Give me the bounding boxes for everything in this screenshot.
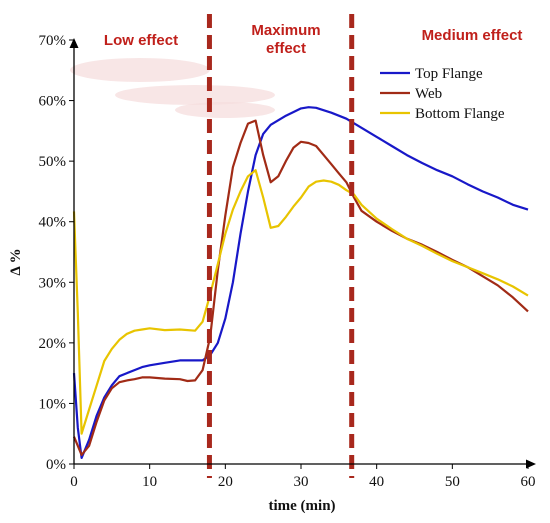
x-tick-label-0: 0 bbox=[70, 474, 78, 490]
series-layer bbox=[72, 106, 529, 459]
y-tick-label-7: 70% bbox=[39, 33, 67, 49]
series-line-2 bbox=[72, 169, 529, 435]
x-tick-label-4: 40 bbox=[369, 474, 384, 490]
y-tick-label-2: 20% bbox=[39, 336, 67, 352]
x-axis-title: time (min) bbox=[268, 498, 335, 514]
label-glow-layer bbox=[70, 58, 275, 118]
y-tick-label-3: 30% bbox=[39, 275, 67, 291]
y-tick-label-5: 50% bbox=[39, 154, 67, 170]
legend-label-2: Bottom Flange bbox=[415, 106, 505, 122]
y-tick-label-6: 60% bbox=[39, 94, 67, 110]
y-axis-arrowhead bbox=[69, 38, 79, 48]
divider-layer bbox=[206, 14, 355, 478]
y-axis-title: Δ % bbox=[8, 248, 24, 275]
y-tick-label-4: 40% bbox=[39, 215, 67, 231]
series-line-0 bbox=[72, 106, 529, 459]
y-tick-label-1: 10% bbox=[39, 396, 67, 412]
x-tick-label-5: 50 bbox=[445, 474, 460, 490]
legend-label-0: Top Flange bbox=[415, 66, 483, 82]
series-line-1 bbox=[72, 119, 529, 456]
x-tick-label-2: 20 bbox=[218, 474, 233, 490]
x-tick-label-3: 30 bbox=[294, 474, 309, 490]
legend-label-1: Web bbox=[415, 86, 442, 102]
zone-label-1-line-0: Maximum bbox=[251, 22, 320, 39]
zone-label-1-line-1: effect bbox=[266, 40, 306, 57]
zone-label-0-line-0: Low effect bbox=[104, 32, 178, 49]
x-tick-label-6: 60 bbox=[521, 474, 536, 490]
legend: Top Flange Web Bottom Flange bbox=[380, 66, 505, 122]
zone-label-2-line-0: Medium effect bbox=[422, 27, 523, 44]
x-tick-label-1: 10 bbox=[142, 474, 157, 490]
y-tick-label-0: 0% bbox=[46, 457, 66, 473]
ticks: 0 10 20 30 40 50 60 0% 10% 20% 30% 40% 50% 60% 70% bbox=[39, 33, 536, 490]
axes bbox=[69, 38, 536, 469]
